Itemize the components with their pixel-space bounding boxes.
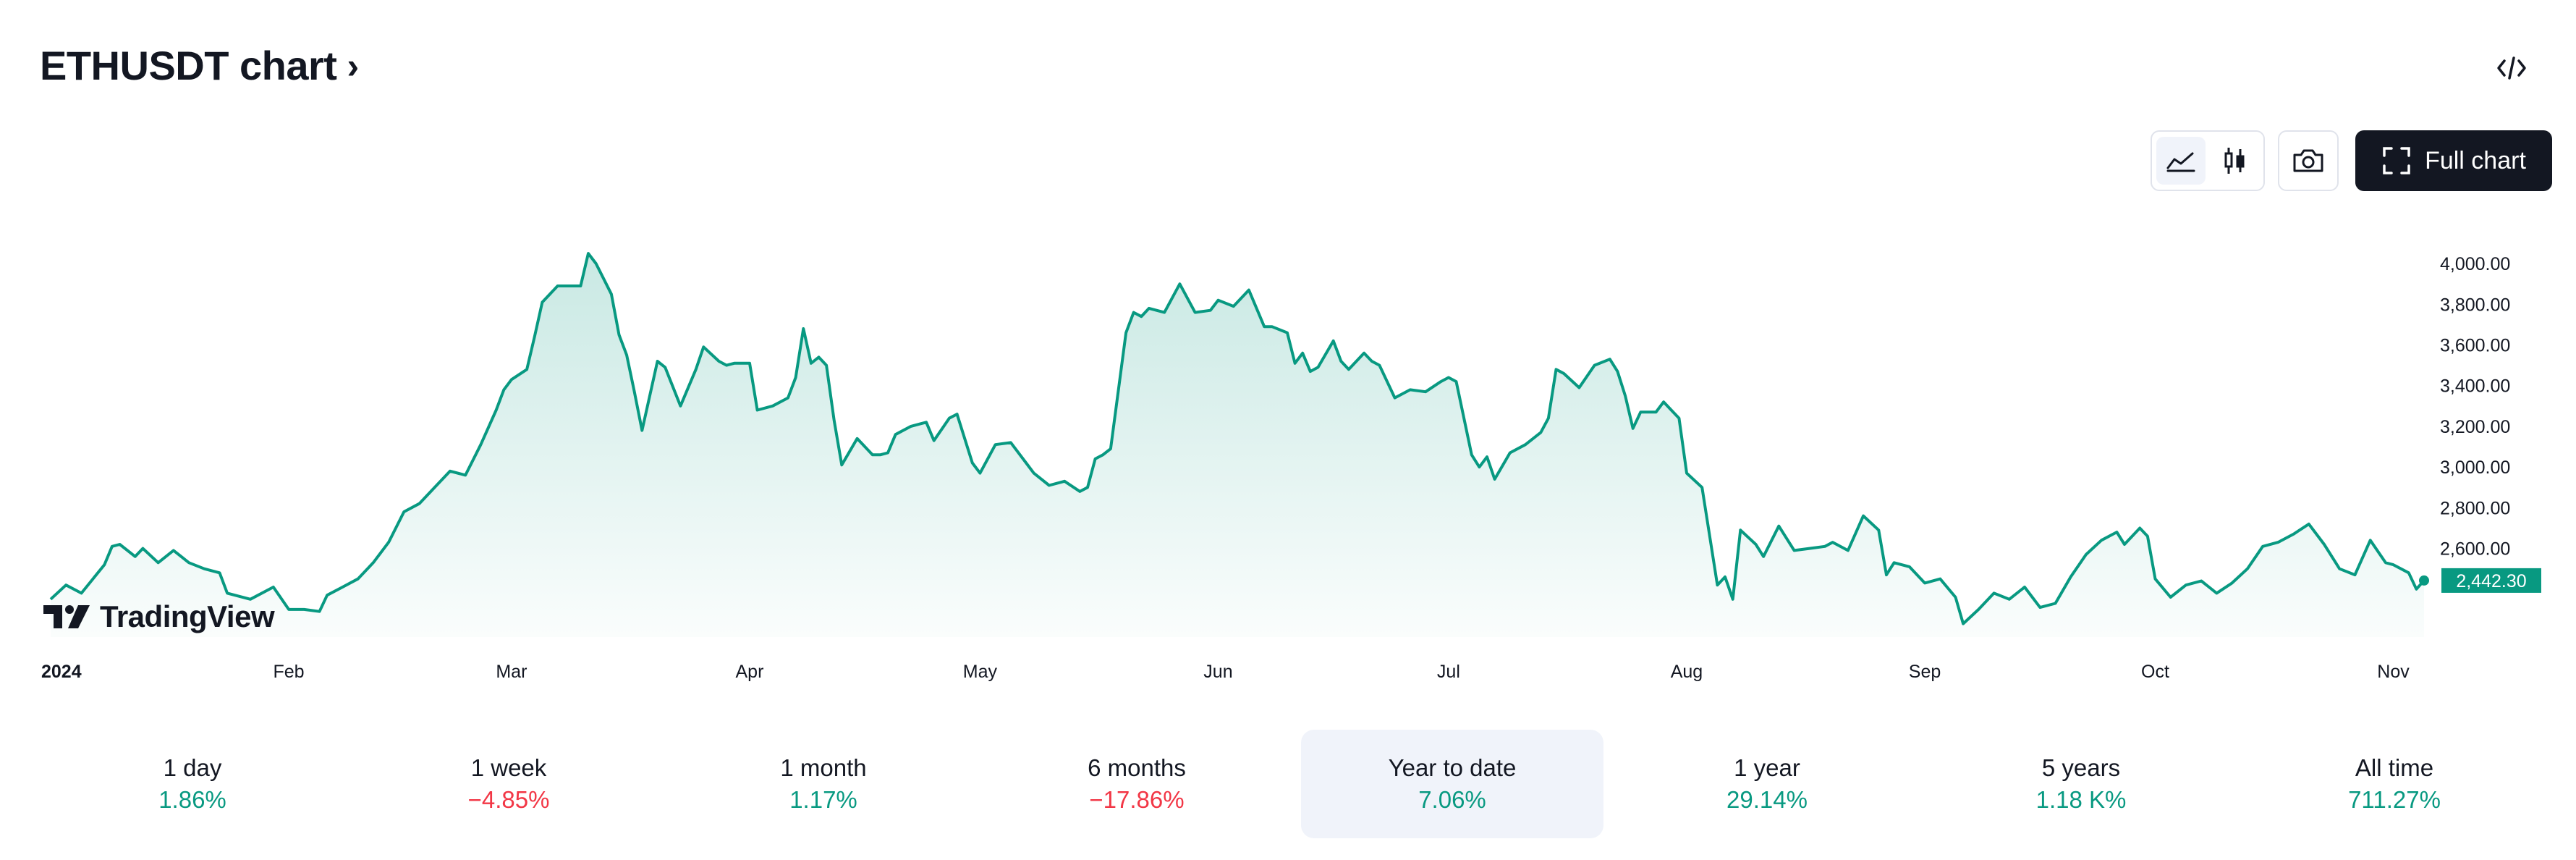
full-chart-button[interactable]: Full chart [2355, 130, 2552, 191]
period-tab-1y[interactable]: 1 year 29.14% [1616, 730, 1918, 838]
period-label: All time [2355, 754, 2434, 781]
y-tick-label: 3,400.00 [2440, 376, 2510, 397]
price-line [49, 252, 2425, 625]
period-label: 1 week [470, 754, 547, 781]
x-tick-label: Oct [2141, 662, 2169, 682]
period-tab-5y[interactable]: 5 years 1.18 K% [1930, 730, 2232, 838]
x-tick-label: Jul [1437, 662, 1460, 682]
area-chart-icon [2166, 152, 2195, 172]
x-tick-label: Jun [1203, 662, 1232, 682]
code-embed-icon [2497, 56, 2526, 80]
tradingview-wordmark: TradingView [100, 599, 275, 633]
snapshot-button[interactable] [2279, 137, 2337, 185]
period-change: −4.85% [467, 786, 550, 813]
full-chart-label: Full chart [2425, 146, 2526, 174]
x-tick-label: Nov [2377, 662, 2410, 682]
embed-code-button[interactable] [2493, 51, 2530, 85]
period-change: −17.86% [1089, 786, 1185, 813]
y-tick-label: 3,000.00 [2440, 458, 2510, 478]
last-price-tag [2441, 568, 2541, 593]
period-change: 29.14% [1726, 786, 1808, 813]
period-label: 1 year [1734, 754, 1800, 781]
period-tabs: 1 day 1.86% 1 week −4.85% 1 month 1.17% … [0, 730, 2576, 838]
x-tick-label: Aug [1671, 662, 1703, 682]
candlestick-chart-button[interactable] [2210, 137, 2259, 185]
period-change: 1.86% [158, 786, 226, 813]
x-tick-label: Apr [736, 662, 764, 682]
period-label: 6 months [1088, 754, 1186, 781]
candlestick-icon [2224, 148, 2245, 174]
period-change: 711.27% [2348, 786, 2441, 813]
page-title[interactable]: ETHUSDT chart › [40, 42, 359, 89]
price-area [51, 253, 2424, 638]
price-chart[interactable]: 2,600.00 2,800.00 3,000.00 3,200.00 3,400.00… [0, 203, 2576, 695]
period-change: 7.06% [1418, 786, 1486, 813]
x-tick-label: May [963, 662, 998, 682]
chart-title-text: ETHUSDT chart [40, 43, 337, 88]
period-change: 1.18 K% [2035, 786, 2127, 813]
last-price-label: 2,442.30 [2456, 571, 2526, 591]
x-tick-label: Sep [1909, 662, 1941, 682]
last-price-dot [2419, 575, 2429, 586]
x-tick-label: 2024 [41, 662, 82, 682]
y-tick-label: 2,600.00 [2440, 539, 2510, 560]
chevron-right-icon: › [347, 45, 359, 86]
snapshot-group [2278, 130, 2339, 191]
y-tick-label: 2,800.00 [2440, 498, 2510, 518]
period-change: 1.17% [789, 786, 857, 813]
x-tick-label: Feb [274, 662, 305, 682]
area-chart-button[interactable] [2156, 137, 2206, 185]
period-label: 1 month [780, 754, 867, 781]
period-label: 1 day [163, 754, 222, 781]
y-tick-label: 4,000.00 [2440, 254, 2510, 274]
period-tab-1m[interactable]: 1 month 1.17% [672, 730, 975, 838]
period-tab-all[interactable]: All time 711.27% [2243, 730, 2546, 838]
period-tab-6m[interactable]: 6 months −17.86% [986, 730, 1288, 838]
period-label: 5 years [2041, 754, 2121, 781]
chart-style-toggle [2151, 130, 2265, 191]
period-tab-1w[interactable]: 1 week −4.85% [357, 730, 660, 838]
x-tick-label: Mar [496, 662, 527, 682]
camera-icon [2293, 149, 2323, 172]
y-tick-label: 3,800.00 [2440, 295, 2510, 315]
period-tab-ytd[interactable]: Year to date 7.06% [1301, 730, 1603, 838]
period-label: Year to date [1388, 754, 1517, 781]
period-tab-1d[interactable]: 1 day 1.86% [41, 730, 344, 838]
y-tick-label: 3,600.00 [2440, 336, 2510, 356]
tradingview-logo-icon [43, 605, 90, 628]
fullscreen-icon [2383, 147, 2410, 174]
tradingview-logo[interactable]: TradingView [42, 599, 275, 634]
y-tick-label: 3,200.00 [2440, 417, 2510, 437]
